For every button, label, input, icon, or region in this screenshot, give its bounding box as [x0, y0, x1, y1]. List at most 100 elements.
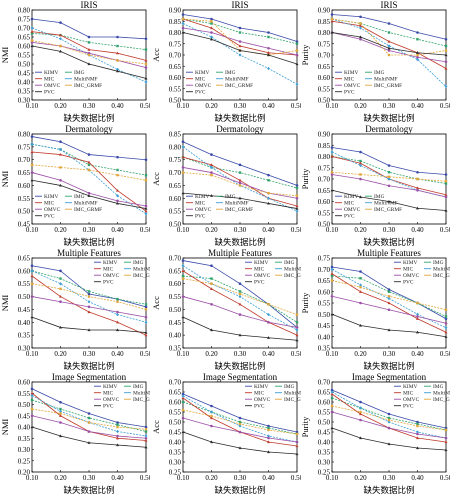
y-tick-label: 0.50: [318, 311, 331, 319]
x-tick-label: 0.50: [291, 226, 301, 234]
data-point: [181, 166, 185, 169]
data-point: [59, 277, 62, 280]
data-point: [359, 436, 362, 440]
data-point: [295, 430, 299, 434]
data-point: [30, 135, 34, 138]
data-point: [416, 186, 419, 190]
y-tick-label: 0.25: [318, 469, 331, 477]
data-point: [181, 17, 185, 21]
data-point: [87, 168, 91, 172]
y-tick-label: 0.40: [169, 439, 182, 447]
chart-panel-9: Image Segmentation 0.20 0.25 0.30 0.35 0.40 0.…: [0, 372, 150, 495]
data-point: [210, 414, 213, 418]
x-tick-label: 0.40: [411, 474, 424, 482]
data-point: [359, 290, 362, 293]
legend-label: OMVC: [254, 273, 271, 279]
legend-label: MIC: [254, 267, 265, 273]
data-point: [210, 302, 213, 306]
y-tick-label: 0.60: [169, 195, 182, 203]
data-point: [238, 430, 242, 434]
data-point: [387, 420, 391, 424]
x-tick-label: 0.30: [83, 102, 96, 110]
x-axis-label: 缺失数据比例: [363, 485, 414, 495]
data-point: [116, 35, 119, 39]
data-point: [359, 177, 362, 181]
data-point: [116, 194, 119, 198]
data-point: [416, 206, 419, 210]
y-tick-label: 0.80: [318, 29, 331, 37]
data-point: [387, 177, 391, 181]
x-tick-label: 0.50: [440, 474, 450, 482]
legend-label: KIMV: [195, 194, 209, 200]
y-axis-label: Purity: [300, 168, 310, 190]
y-tick-label: 0.45: [169, 319, 182, 327]
data-point: [144, 80, 148, 84]
y-tick-label: 0.65: [318, 63, 331, 71]
legend-label: OMVC: [103, 397, 120, 403]
data-point: [116, 168, 119, 172]
legend-label: KIMV: [44, 70, 58, 76]
y-tick-label: 0.45: [169, 429, 182, 437]
x-tick-label: 0.20: [205, 474, 218, 482]
y-tick-label: 0.50: [318, 97, 331, 105]
data-point: [87, 412, 91, 415]
data-point: [238, 44, 242, 48]
data-point: [59, 21, 62, 24]
data-point: [181, 295, 185, 298]
data-point: [87, 295, 91, 298]
chart-panel-3: Dermatology 0.45 0.50 0.55 0.60 0.65 0.70 0.75 0…: [0, 124, 150, 247]
data-point: [444, 180, 448, 183]
data-point: [416, 446, 419, 450]
chart-title: IRIS: [380, 0, 397, 10]
data-point: [87, 153, 91, 156]
data-point: [116, 297, 119, 301]
data-point: [144, 37, 148, 41]
legend-label: KIMV: [44, 194, 58, 200]
data-point: [30, 44, 34, 48]
data-point: [238, 292, 242, 296]
x-tick-label: 0.10: [177, 474, 190, 482]
data-point: [59, 287, 62, 291]
data-point: [359, 323, 362, 327]
data-point: [30, 163, 34, 167]
data-point: [30, 264, 34, 268]
data-point: [59, 140, 62, 144]
data-point: [238, 282, 242, 286]
y-tick-label: 0.25: [18, 457, 31, 465]
data-point: [295, 49, 299, 52]
data-point: [210, 35, 213, 39]
data-point: [87, 163, 91, 167]
data-point: [210, 424, 213, 428]
legend-label: IMG: [133, 384, 144, 390]
data-point: [330, 388, 334, 392]
data-point: [444, 182, 448, 185]
data-point: [416, 436, 419, 440]
data-point: [30, 398, 34, 402]
data-point: [387, 301, 391, 305]
data-point: [238, 302, 242, 306]
chart-title: Multiple Features: [357, 248, 421, 258]
data-point: [144, 204, 148, 208]
x-axis-label: 缺失数据比例: [214, 485, 265, 495]
legend-label: KIMV: [403, 384, 417, 390]
data-point: [295, 204, 299, 208]
x-tick-label: 0.30: [234, 226, 247, 234]
data-point: [387, 442, 391, 446]
legend-label: IMC_GRMF: [74, 207, 102, 213]
chart-panel-0: IRIS0.300.350.400.450.500.550.600.650.70…: [0, 0, 150, 123]
chart-panel-4: Dermatology 0.50 0.55 0.60 0.65 0.70 0.75 0.80 0…: [151, 124, 301, 247]
data-point: [30, 142, 34, 146]
data-point: [387, 184, 391, 188]
y-tick-label: 0.75: [318, 40, 331, 48]
legend-label: IMG: [225, 194, 236, 200]
y-tick-label: 0.70: [169, 52, 182, 60]
data-point: [444, 173, 448, 176]
series-line-omvc: [182, 296, 298, 328]
data-point: [87, 41, 91, 44]
y-tick-label: 0.65: [318, 277, 331, 285]
legend-label: KIMV: [103, 384, 117, 390]
data-point: [238, 422, 242, 426]
data-point: [210, 404, 213, 408]
data-point: [87, 191, 91, 195]
legend-label: PVC: [403, 404, 414, 410]
